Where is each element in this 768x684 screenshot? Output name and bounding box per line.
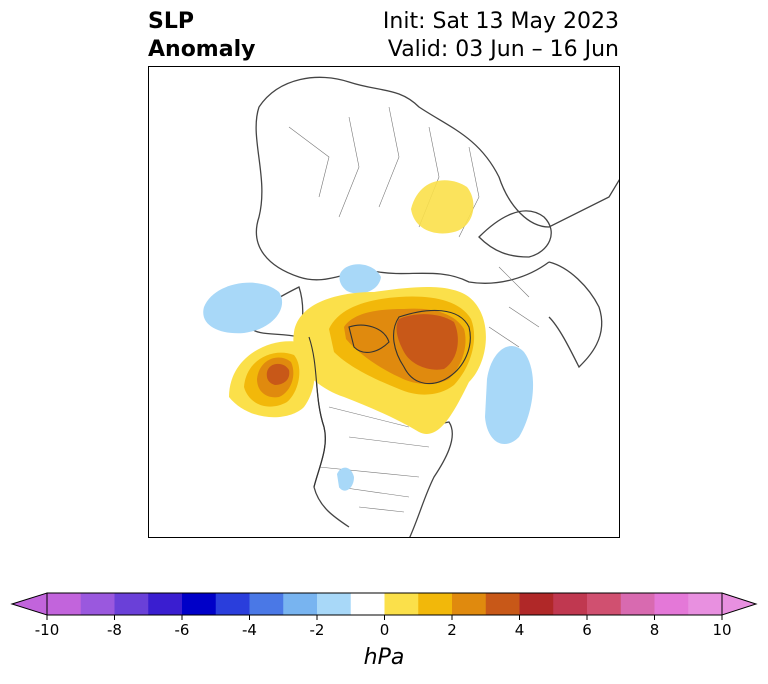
colorbar-tick-label: -6 — [175, 621, 190, 639]
colorbar-segment — [519, 593, 554, 615]
polar-map — [148, 66, 620, 538]
colorbar-tick-label: 10 — [712, 621, 731, 639]
colorbar-tick-label: -10 — [35, 621, 60, 639]
colorbar-segment — [485, 593, 520, 615]
colorbar-segment — [249, 593, 284, 615]
asia-east-coast — [548, 261, 603, 369]
valid-period: Valid: 03 Jun – 16 Jun — [387, 37, 619, 62]
anomaly-greenland-positive-4 — [396, 314, 458, 370]
colorbar-segment — [114, 593, 149, 615]
anomaly-sw-us-negative — [337, 467, 354, 491]
colorbar-segment — [418, 593, 453, 615]
anomaly-ne-pacific-positive-4 — [266, 363, 290, 385]
colorbar-segment — [350, 593, 385, 615]
colorbar-segment — [688, 593, 723, 615]
colorbar-segment — [148, 593, 183, 615]
colorbar-units: hPa — [363, 645, 405, 670]
colorbar-segment — [587, 593, 622, 615]
colorbar-segment — [654, 593, 689, 615]
anomaly-europe-positive — [411, 180, 474, 234]
colorbar-tick-label: 4 — [515, 621, 525, 639]
colorbar-extend-right — [721, 592, 758, 616]
europe-coast — [478, 210, 552, 258]
anomaly-arctic-negative — [339, 264, 381, 294]
colorbar-segment — [215, 593, 250, 615]
colorbar-segment — [80, 593, 115, 615]
colorbar-segment — [283, 593, 318, 615]
eurasia-coast — [255, 76, 619, 284]
map-canvas — [203, 76, 619, 537]
anomaly-atlantic-negative — [485, 346, 534, 445]
colorbar-tick-label: -4 — [242, 621, 257, 639]
colorbar-tick-label: 6 — [582, 621, 592, 639]
colorbar-segment — [182, 593, 217, 615]
colorbar-segment — [553, 593, 588, 615]
map-title: SLP Anomaly — [148, 8, 255, 64]
colorbar-segment — [452, 593, 487, 615]
anomaly-pacific-negative — [203, 282, 283, 334]
date-info: Init: Sat 13 May 2023 Valid: 03 Jun – 16… — [383, 8, 619, 64]
slp-anomaly-fills — [203, 180, 534, 491]
coastlines-overlay — [308, 309, 471, 488]
colorbar-segment — [47, 593, 82, 615]
colorbar-tick-label: 0 — [380, 621, 390, 639]
colorbar-segment — [620, 593, 655, 615]
colorbar-tick-label: -8 — [107, 621, 122, 639]
title-line-1: SLP — [148, 9, 194, 34]
colorbar-svg: -10 -8 -6 -4 -2 0 2 4 6 8 10 — [10, 592, 758, 639]
colorbar-segment — [317, 593, 352, 615]
colorbar-tick-label: 8 — [650, 621, 660, 639]
title-line-2: Anomaly — [148, 37, 256, 62]
colorbar-extend-left — [10, 592, 48, 616]
country-borders — [288, 106, 540, 513]
init-date: Init: Sat 13 May 2023 — [382, 9, 619, 34]
colorbar-tick-label: 2 — [447, 621, 457, 639]
colorbar-segment — [384, 593, 419, 615]
colorbar: -10 -8 -6 -4 -2 0 2 4 6 8 10 — [0, 585, 768, 680]
colorbar-tick-label: -2 — [310, 621, 325, 639]
